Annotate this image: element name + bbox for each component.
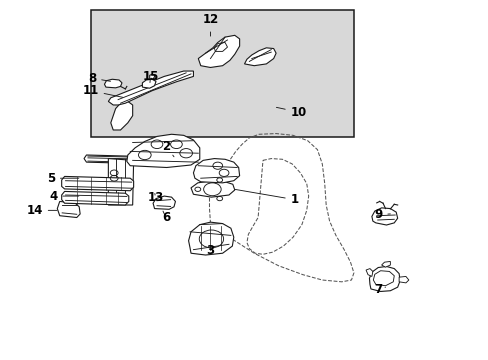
Text: 12: 12: [202, 13, 218, 36]
Text: 15: 15: [142, 70, 159, 83]
Polygon shape: [372, 271, 393, 286]
Polygon shape: [193, 158, 239, 183]
Text: 5: 5: [46, 172, 79, 185]
Polygon shape: [108, 71, 193, 105]
Text: 14: 14: [26, 204, 57, 217]
Text: 7: 7: [373, 283, 385, 296]
Polygon shape: [381, 261, 389, 267]
Bar: [91, 10, 353, 137]
Text: 10: 10: [276, 105, 306, 119]
Text: 8: 8: [88, 72, 110, 85]
Text: 1: 1: [235, 189, 298, 206]
Text: 3: 3: [206, 244, 214, 257]
Polygon shape: [366, 269, 372, 276]
Text: 4: 4: [49, 190, 79, 203]
Polygon shape: [57, 202, 80, 217]
Polygon shape: [149, 74, 155, 79]
Polygon shape: [214, 42, 227, 51]
Text: 9: 9: [373, 208, 389, 221]
Polygon shape: [244, 48, 276, 66]
Polygon shape: [142, 79, 156, 88]
Polygon shape: [398, 276, 408, 283]
Polygon shape: [108, 158, 133, 205]
Polygon shape: [191, 181, 234, 197]
Polygon shape: [198, 35, 239, 67]
Polygon shape: [153, 196, 175, 209]
Polygon shape: [61, 192, 128, 205]
Text: 13: 13: [147, 192, 163, 204]
Text: 2: 2: [162, 140, 174, 157]
Polygon shape: [369, 266, 399, 292]
Polygon shape: [126, 134, 200, 167]
Text: 6: 6: [162, 211, 170, 224]
Polygon shape: [61, 176, 133, 191]
Polygon shape: [84, 155, 154, 164]
Text: 11: 11: [82, 84, 122, 97]
Polygon shape: [188, 222, 233, 255]
Polygon shape: [104, 79, 122, 88]
Polygon shape: [111, 102, 132, 130]
Polygon shape: [371, 208, 397, 225]
